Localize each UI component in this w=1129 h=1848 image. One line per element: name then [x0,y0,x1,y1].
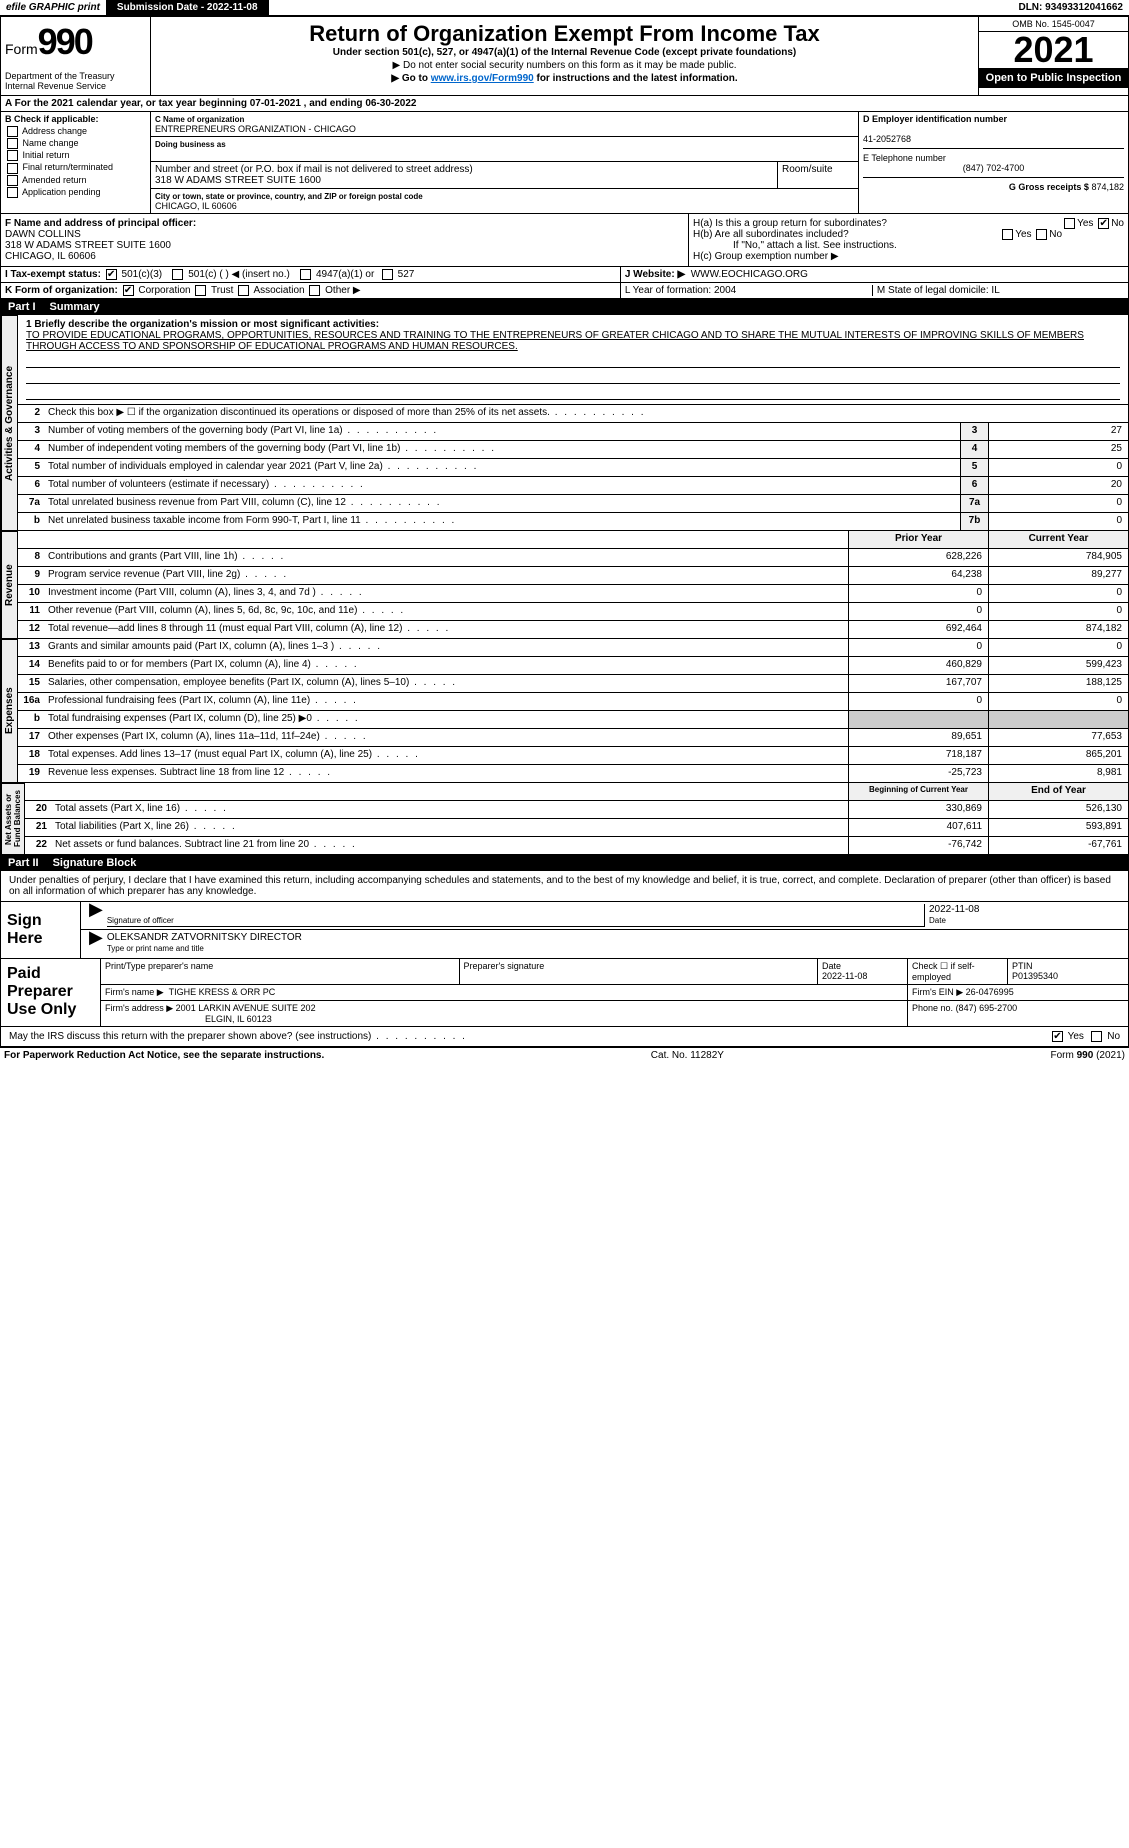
dept-treasury: Department of the Treasury Internal Reve… [5,71,146,91]
hb-yes[interactable] [1002,229,1013,240]
col-d-ein: D Employer identification number 41-2052… [858,112,1128,213]
website: WWW.EOCHICAGO.ORG [691,269,808,280]
street: 318 W ADAMS STREET SUITE 1600 [155,175,321,186]
row-klm: K Form of organization: Corporation Trus… [0,283,1129,299]
mission-block: 1 Briefly describe the organization's mi… [18,315,1128,405]
tab-revenue: Revenue [1,531,18,639]
mission-text: TO PROVIDE EDUCATIONAL PROGRAMS, OPPORTU… [26,330,1084,352]
line-b: bNet unrelated business taxable income f… [18,513,1128,531]
tab-governance: Activities & Governance [1,315,18,531]
tab-netassets: Net Assets orFund Balances [1,783,25,855]
efile-label: efile GRAPHIC print [0,0,107,15]
dln: DLN: 93493312041662 [1012,0,1129,15]
form-number: 990 [38,21,92,62]
org-name: ENTREPRENEURS ORGANIZATION - CHICAGO [155,124,356,134]
line-3: 3Number of voting members of the governi… [18,423,1128,441]
line-16a: 16aProfessional fundraising fees (Part I… [18,693,1128,711]
gross-receipts: 874,182 [1091,182,1124,192]
city: CHICAGO, IL 60606 [155,201,237,211]
sign-here-label: Sign Here [1,902,81,958]
discuss-no[interactable] [1091,1031,1102,1042]
checkbox-final-return-terminated: Final return/terminated [5,162,146,173]
line-5: 5Total number of individuals employed in… [18,459,1128,477]
checkbox-application-pending: Application pending [5,187,146,198]
subtitle-3: ▶ Go to www.irs.gov/Form990 for instruct… [155,73,974,84]
line-15: 15Salaries, other compensation, employee… [18,675,1128,693]
row-a-period: A For the 2021 calendar year, or tax yea… [0,96,1129,112]
line-19: 19Revenue less expenses. Subtract line 1… [18,765,1128,783]
tax-year: 2021 [979,32,1128,68]
firm-name: TIGHE KRESS & ORR PC [169,987,276,997]
caret-icon: ▶ [85,904,107,927]
line-20: 20Total assets (Part X, line 16)330,8695… [25,801,1128,819]
form-header: Form990 Department of the Treasury Inter… [0,16,1129,96]
paid-preparer-label: Paid Preparer Use Only [1,959,101,1026]
checkbox-amended-return: Amended return [5,175,146,186]
checkbox-address-change: Address change [5,126,146,137]
col-b-checkboxes: B Check if applicable: Address change Na… [1,112,151,213]
ein: 41-2052768 [863,134,911,144]
officer-name: DAWN COLLINS [5,229,81,240]
line-9: 9Program service revenue (Part VIII, lin… [18,567,1128,585]
line-13: 13Grants and similar amounts paid (Part … [18,639,1128,657]
sig-name: OLEKSANDR ZATVORNITSKY DIRECTOR [107,932,302,943]
caret-icon: ▶ [85,932,107,954]
checkbox-name-change: Name change [5,138,146,149]
tab-expenses: Expenses [1,639,18,783]
line-2: 2Check this box ▶ ☐ if the organization … [18,405,1128,423]
block-fh: F Name and address of principal officer:… [0,214,1129,267]
part2-header: Part II Signature Block [0,855,1129,871]
hb-no[interactable] [1036,229,1047,240]
line-8: 8Contributions and grants (Part VIII, li… [18,549,1128,567]
subtitle-1: Under section 501(c), 527, or 4947(a)(1)… [155,47,974,58]
row-i-taxstatus: I Tax-exempt status: 501(c)(3) 501(c) ( … [0,267,1129,283]
form-title: Return of Organization Exempt From Incom… [155,21,974,47]
sig-date: 2022-11-08 [929,904,979,915]
chk-501c3[interactable] [106,269,117,280]
signature-block: Under penalties of perjury, I declare th… [0,871,1129,1047]
line-12: 12Total revenue—add lines 8 through 11 (… [18,621,1128,639]
chk-corp[interactable] [123,285,134,296]
telephone: (847) 702-4700 [863,163,1124,173]
irs-link[interactable]: www.irs.gov/Form990 [431,73,534,84]
topbar: efile GRAPHIC print Submission Date - 20… [0,0,1129,16]
block-bcd: B Check if applicable: Address change Na… [0,112,1129,214]
netassets-section: Net Assets orFund Balances Beginning of … [0,783,1129,855]
ptin: P01395340 [1012,971,1058,981]
summary-section: Activities & Governance 1 Briefly descri… [0,315,1129,531]
submission-date-button[interactable]: Submission Date - 2022-11-08 [107,0,269,15]
discuss-yes[interactable] [1052,1031,1063,1042]
line-b: bTotal fundraising expenses (Part IX, co… [18,711,1128,729]
line-22: 22Net assets or fund balances. Subtract … [25,837,1128,855]
line-21: 21Total liabilities (Part X, line 26)407… [25,819,1128,837]
line-6: 6Total number of volunteers (estimate if… [18,477,1128,495]
line-7a: 7aTotal unrelated business revenue from … [18,495,1128,513]
firm-phone: (847) 695-2700 [956,1003,1018,1013]
line-17: 17Other expenses (Part IX, column (A), l… [18,729,1128,747]
checkbox-initial-return: Initial return [5,150,146,161]
line-11: 11Other revenue (Part VIII, column (A), … [18,603,1128,621]
line-10: 10Investment income (Part VIII, column (… [18,585,1128,603]
year-formation: L Year of formation: 2004 [625,285,873,296]
line-4: 4Number of independent voting members of… [18,441,1128,459]
revenue-section: Revenue Prior Year Current Year 8Contrib… [0,531,1129,639]
col-c-org: C Name of organization ENTREPRENEURS ORG… [151,112,858,213]
state-domicile: M State of legal domicile: IL [873,285,1124,296]
form-label: Form [5,41,38,57]
ha-yes[interactable] [1064,218,1075,229]
subtitle-2: ▶ Do not enter social security numbers o… [155,60,974,71]
part1-header: Part I Summary [0,299,1129,315]
open-public: Open to Public Inspection [979,68,1128,88]
line-14: 14Benefits paid to or for members (Part … [18,657,1128,675]
expenses-section: Expenses 13Grants and similar amounts pa… [0,639,1129,783]
firm-ein: 26-0476995 [966,987,1014,997]
line-18: 18Total expenses. Add lines 13–17 (must … [18,747,1128,765]
ha-no[interactable] [1098,218,1109,229]
sig-declaration: Under penalties of perjury, I declare th… [1,871,1128,902]
footer: For Paperwork Reduction Act Notice, see … [0,1047,1129,1063]
